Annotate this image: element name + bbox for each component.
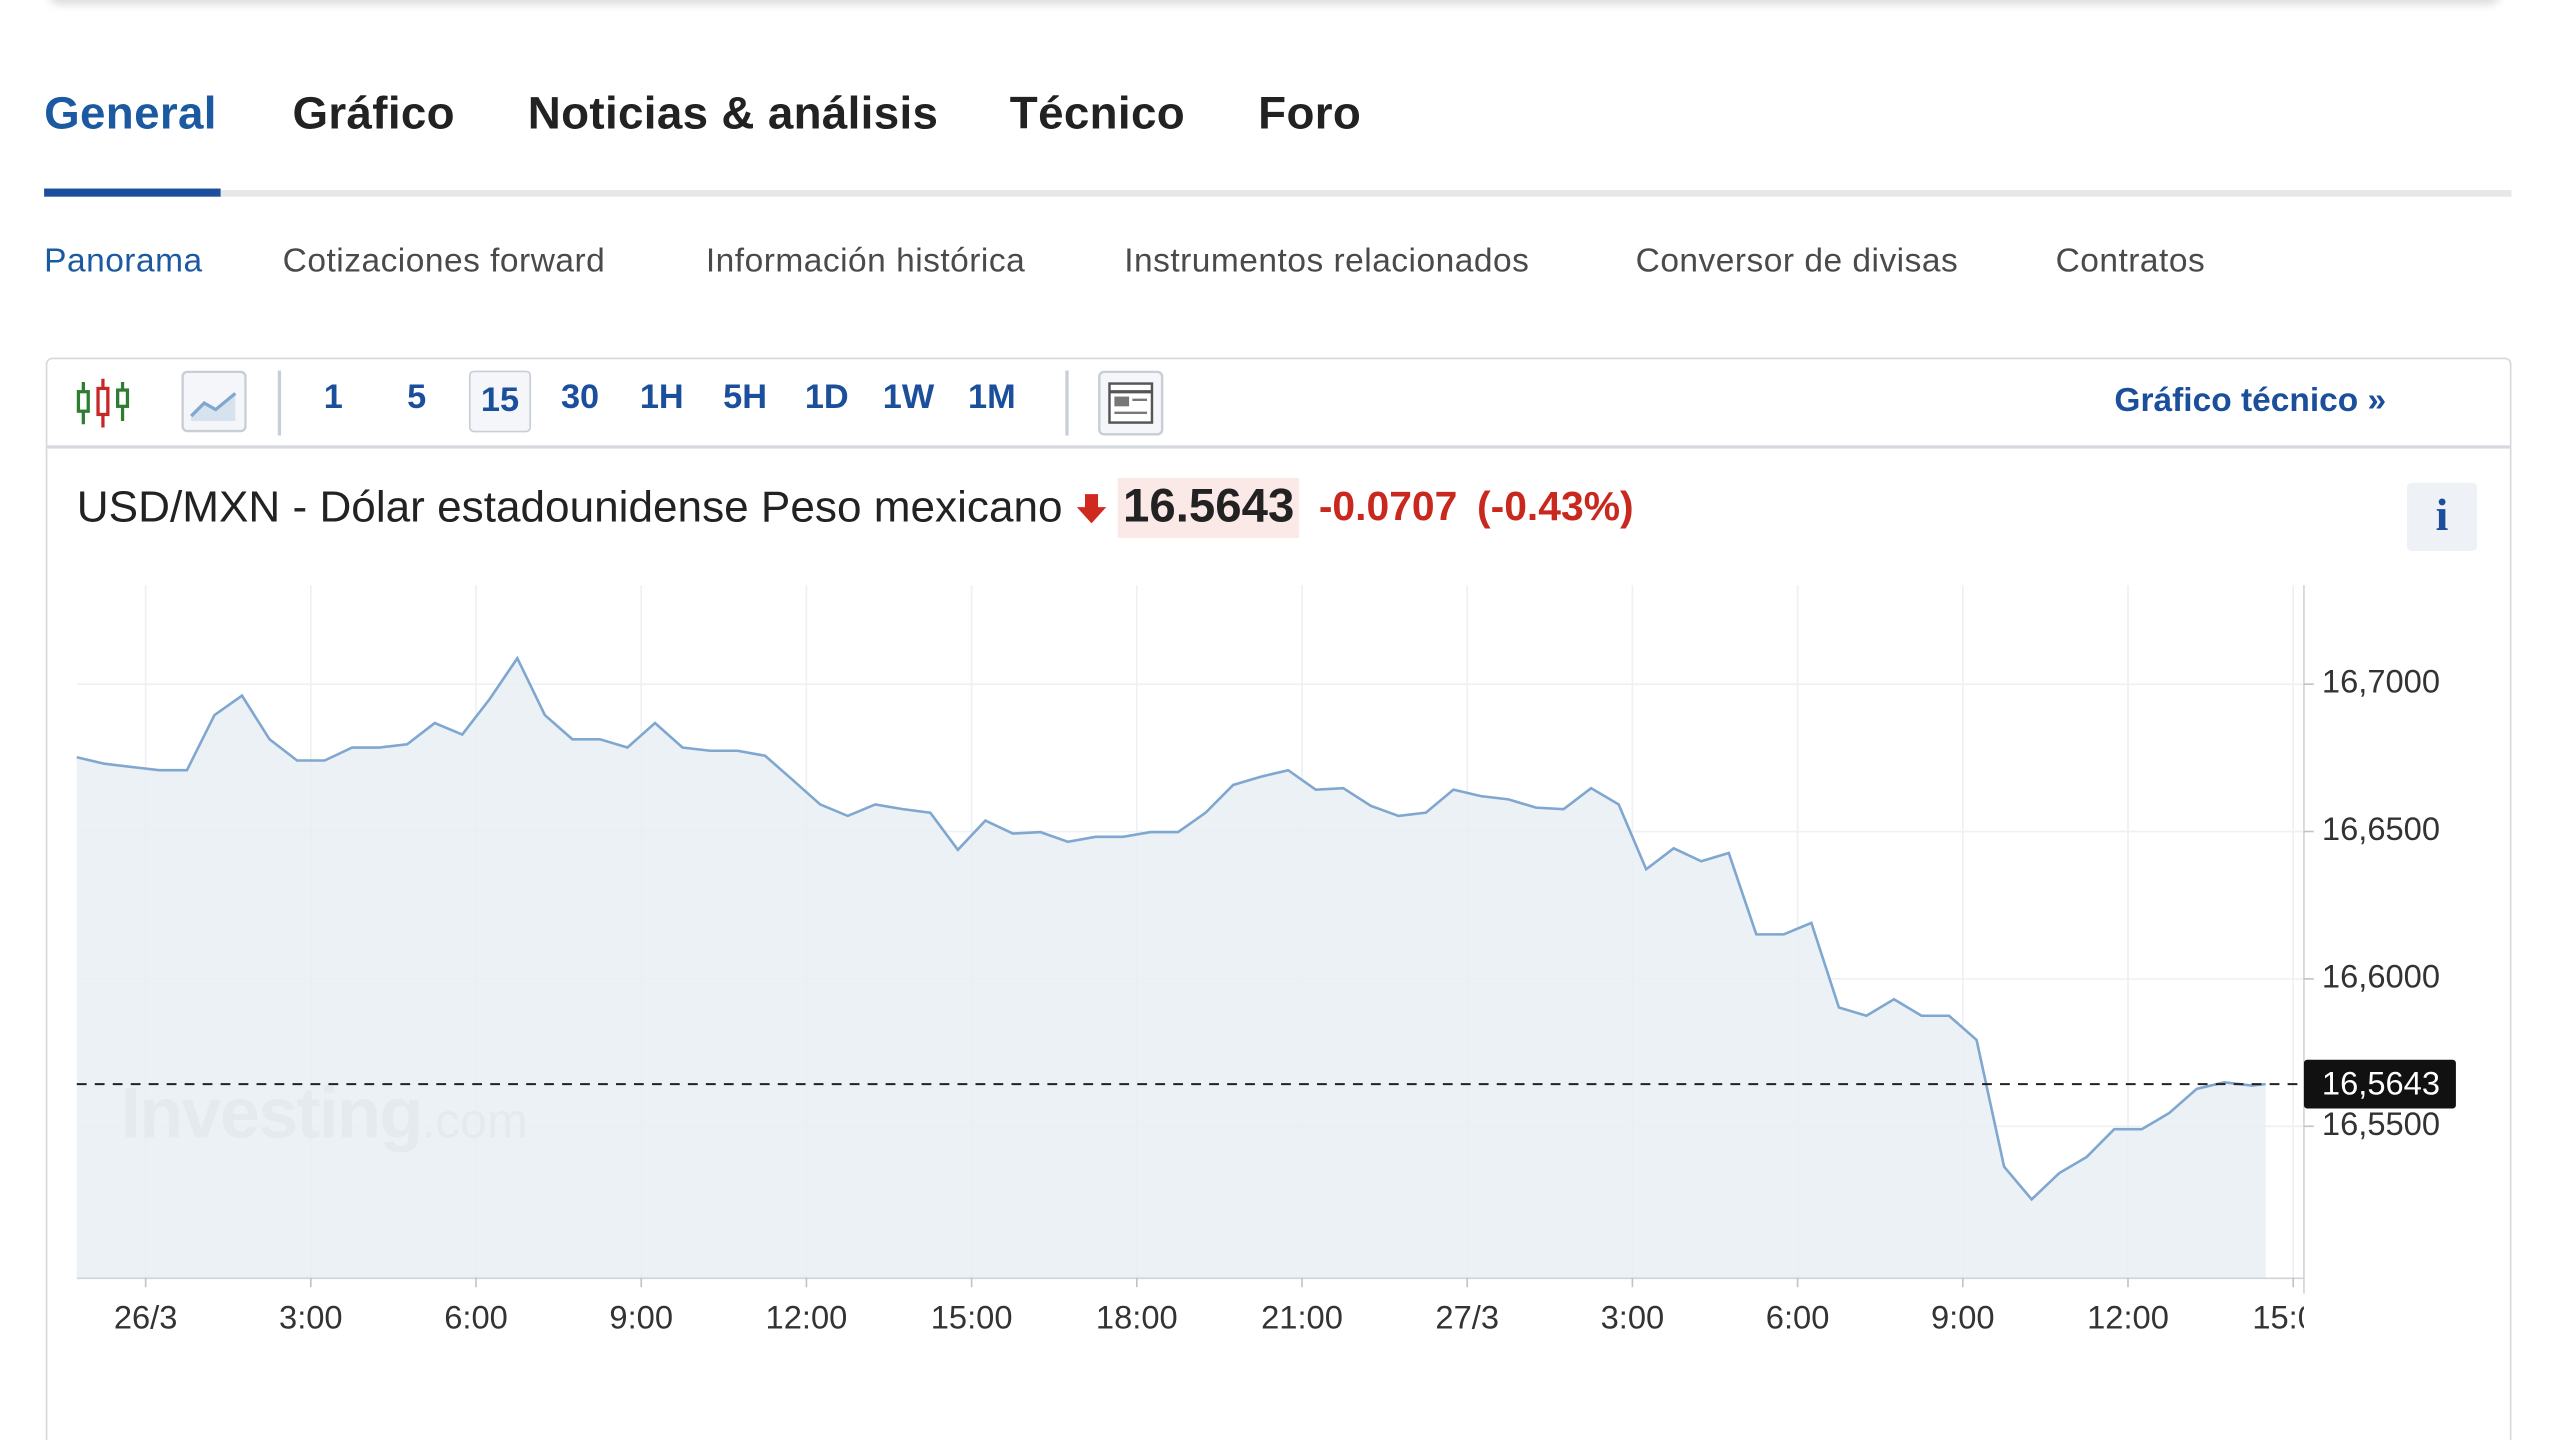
x-tick-label: 6:00 bbox=[444, 1298, 508, 1335]
x-tick-label: 3:00 bbox=[279, 1298, 343, 1335]
x-tick-label: 9:00 bbox=[609, 1298, 673, 1335]
interval[interactable]: 1M bbox=[967, 378, 1016, 417]
instrument-name: USD/MXN - Dólar estadounidense Peso mexi… bbox=[76, 482, 1063, 532]
tab-rule bbox=[44, 190, 2512, 197]
subtab[interactable]: Cotizaciones forward bbox=[282, 242, 606, 280]
tab[interactable]: Noticias & análisis bbox=[527, 87, 939, 139]
x-tick-label: 15:00 bbox=[931, 1298, 1013, 1335]
area-icon[interactable] bbox=[181, 370, 247, 433]
x-tick-label: 21:00 bbox=[1261, 1298, 1343, 1335]
subtab[interactable]: Contratos bbox=[2055, 242, 2206, 280]
interval[interactable]: 1D bbox=[804, 378, 849, 417]
interval[interactable]: 1W bbox=[882, 378, 935, 417]
x-tick-label: 27/3 bbox=[1435, 1298, 1499, 1335]
x-tick-label: 3:00 bbox=[1601, 1298, 1665, 1335]
last-price-label: 16,5643 bbox=[2322, 1064, 2440, 1101]
y-tick-label: 16,6500 bbox=[2322, 810, 2440, 847]
interval[interactable]: 30 bbox=[560, 378, 600, 417]
x-tick-label: 12:00 bbox=[2087, 1298, 2169, 1335]
chart-panel bbox=[45, 357, 2512, 1440]
quote: USD/MXN - Dólar estadounidense Peso mexi… bbox=[76, 477, 1634, 538]
last-price-box bbox=[2303, 1059, 2456, 1109]
price: 16.5643 bbox=[1118, 477, 1300, 538]
tab[interactable]: Foro bbox=[1258, 87, 1362, 139]
interval[interactable]: 5H bbox=[723, 378, 768, 417]
toolbar-separator bbox=[277, 370, 281, 436]
change-percent: (-0.43%) bbox=[1476, 484, 1634, 530]
interval[interactable]: 5 bbox=[407, 378, 427, 417]
y-tick-label: 16,6000 bbox=[2322, 958, 2440, 995]
x-tick-label: 15:00 bbox=[2252, 1298, 2334, 1335]
info-button[interactable]: i bbox=[2406, 482, 2478, 551]
candlestick-icon[interactable] bbox=[75, 375, 131, 430]
line bbox=[76, 655, 2266, 1202]
toolbar-separator bbox=[1065, 370, 1068, 436]
down-arrow bbox=[1077, 493, 1107, 523]
layout-icon[interactable] bbox=[1098, 370, 1164, 436]
subtab[interactable]: Conversor de divisas bbox=[1635, 242, 1959, 280]
tab[interactable]: Técnico bbox=[1009, 87, 1186, 139]
interval[interactable]: 15 bbox=[468, 370, 532, 433]
x-tick-label: 18:00 bbox=[1096, 1298, 1178, 1335]
x-tick-label: 9:00 bbox=[1931, 1298, 1995, 1335]
interval[interactable]: 1 bbox=[323, 378, 343, 417]
change: -0.0707 bbox=[1318, 484, 1458, 530]
area bbox=[76, 658, 2266, 1278]
y-tick-label: 16,7000 bbox=[2322, 663, 2440, 700]
subtab[interactable]: Instrumentos relacionados bbox=[1124, 242, 1530, 280]
x-tick-label: 26/3 bbox=[114, 1298, 178, 1335]
technical-chart-link[interactable]: Gráfico técnico » bbox=[2114, 381, 2387, 420]
y-tick-label: 16,5500 bbox=[2322, 1105, 2440, 1142]
subtab[interactable]: Información histórica bbox=[705, 242, 1026, 280]
tab[interactable]: General bbox=[44, 87, 217, 139]
x-tick-label: 6:00 bbox=[1766, 1298, 1830, 1335]
x-tick-label: 12:00 bbox=[766, 1298, 848, 1335]
tab[interactable]: Gráfico bbox=[292, 87, 455, 139]
tab-underline bbox=[44, 188, 221, 197]
subtab[interactable]: Panorama bbox=[44, 242, 203, 280]
toolbar-rule bbox=[47, 445, 2510, 448]
interval[interactable]: 1H bbox=[639, 378, 684, 417]
